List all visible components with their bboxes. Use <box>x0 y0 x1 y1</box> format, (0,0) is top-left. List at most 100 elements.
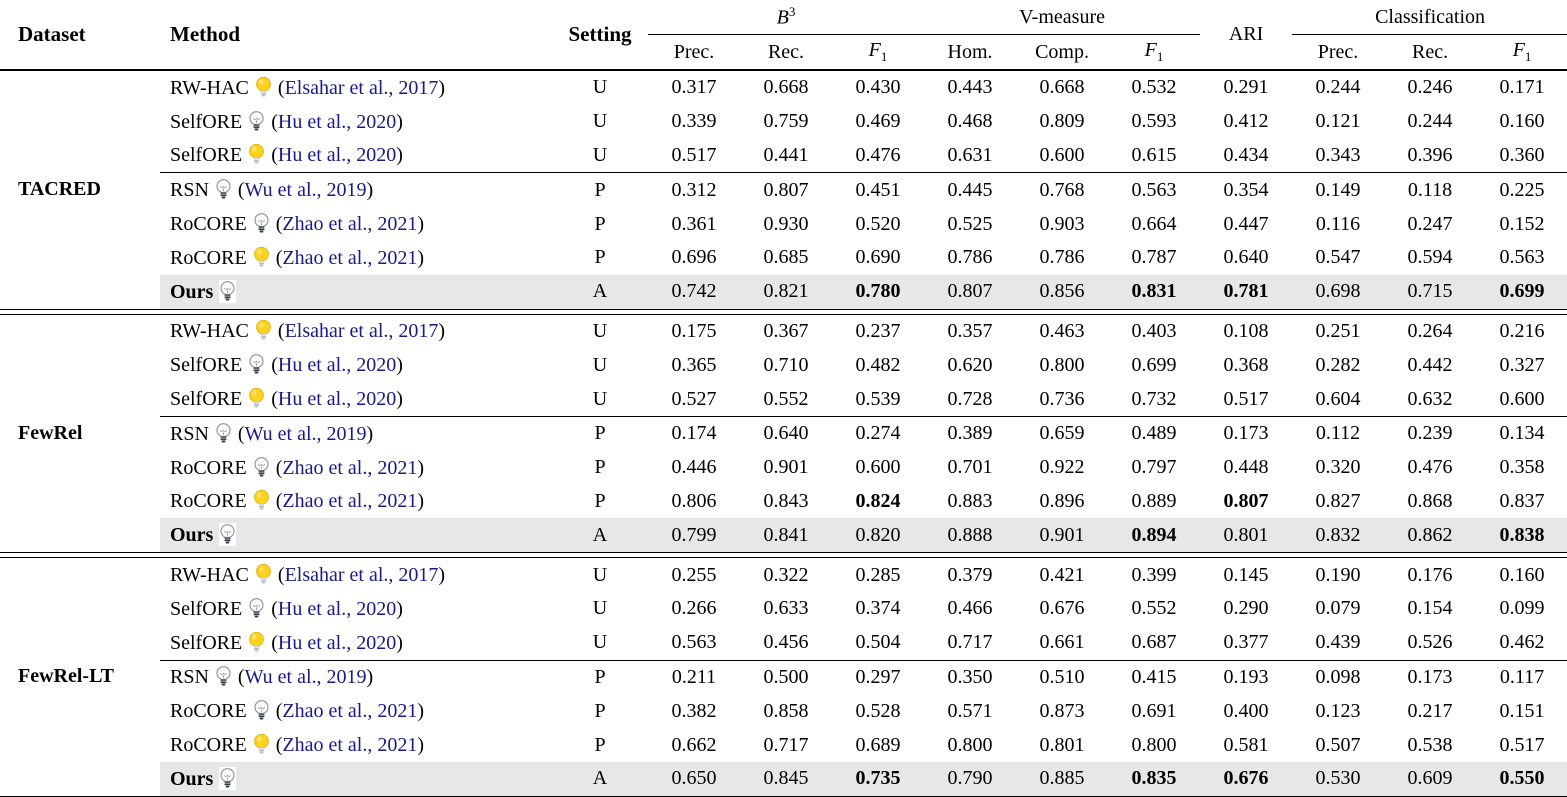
col-header-vm-f1: F1 <box>1108 35 1200 71</box>
cell-value: 0.790 <box>924 761 1017 797</box>
citation-text: Zhao et al., 2021 <box>282 734 418 757</box>
cell-value: 0.525 <box>947 212 993 235</box>
table-row: RSN (Wu et al., 2019) P 0.312 0.807 0.451 0.44… <box>0 172 1567 208</box>
cell-value: 0.838 <box>1476 518 1567 553</box>
cell-value: 0.728 <box>947 387 993 410</box>
citation-link[interactable]: (Hu et al., 2020) <box>271 632 403 654</box>
cell-value: 0.403 <box>1131 319 1177 342</box>
cell-value: 0.736 <box>1039 387 1085 410</box>
cell-value: 0.118 <box>1384 172 1477 208</box>
citation-link[interactable]: (Elsahar et al., 2017) <box>278 564 445 586</box>
table-row: RoCORE (Zhao et al., 2021) P 0.361 0.930 0.52… <box>0 207 1567 241</box>
citation-text: Zhao et al., 2021 <box>282 700 418 723</box>
citation-open-paren: ( <box>271 631 278 654</box>
citation-text: Zhao et al., 2021 <box>282 213 418 236</box>
cell-value: 0.690 <box>855 246 901 269</box>
cell-value: 0.123 <box>1315 699 1361 722</box>
citation-link[interactable]: (Elsahar et al., 2017) <box>278 320 445 342</box>
cell-value: 0.571 <box>947 699 993 722</box>
cell-value: 0.160 <box>1499 563 1545 586</box>
group-separator-line <box>0 308 1567 315</box>
bulb-off-icon <box>248 596 266 620</box>
group-separator <box>0 552 1567 559</box>
citation-open-paren: ( <box>271 110 278 133</box>
col-header-vm-comp: Comp. <box>1035 40 1089 63</box>
method-name: Ours <box>170 767 214 790</box>
cell-value: 0.379 <box>947 563 993 586</box>
citation-link[interactable]: (Hu et al., 2020) <box>271 354 403 376</box>
citation-link[interactable]: (Hu et al., 2020) <box>271 598 403 620</box>
cell-value: 0.108 <box>1223 319 1269 342</box>
method-cell: SelfORE (Hu et al., 2020) <box>160 348 552 382</box>
cell-value: 0.350 <box>924 659 1017 695</box>
cell-value: 0.361 <box>671 212 717 235</box>
citation-text: Elsahar et al., 2017 <box>284 320 439 343</box>
citation-link[interactable]: (Zhao et al., 2021) <box>276 457 424 479</box>
setting-value: P <box>552 172 648 208</box>
cell-value: 0.661 <box>1039 631 1085 654</box>
citation-open-paren: ( <box>271 388 278 411</box>
setting-value: U <box>592 387 608 410</box>
citation-close-paren: ) <box>417 213 424 236</box>
cell-value: 0.650 <box>648 761 740 797</box>
cell-value: 0.117 <box>1476 659 1567 695</box>
dataset-label: TACRED <box>18 178 101 201</box>
cell-value: 0.151 <box>1499 699 1545 722</box>
citation-link[interactable]: (Wu et al., 2019) <box>238 179 373 201</box>
setting-value: A <box>552 518 648 553</box>
cell-value: 0.809 <box>1039 110 1085 133</box>
cell-value: 0.451 <box>832 172 925 208</box>
method-name: RW-HAC <box>170 76 249 99</box>
citation-open-paren: ( <box>277 76 285 99</box>
cell-value: 0.175 <box>671 319 717 342</box>
citation-link[interactable]: (Wu et al., 2019) <box>238 666 373 688</box>
cell-value: 0.768 <box>1016 172 1109 208</box>
cell-value: 0.699 <box>1476 274 1567 310</box>
cell-value: 0.225 <box>1476 172 1567 208</box>
cell-value: 0.443 <box>947 76 993 99</box>
citation-link[interactable]: (Wu et al., 2019) <box>238 423 373 445</box>
bulb-off-icon <box>252 455 270 479</box>
citation-link[interactable]: (Zhao et al., 2021) <box>276 213 424 235</box>
method-cell: RW-HAC (Elsahar et al., 2017) <box>160 314 552 348</box>
citation-link[interactable]: (Zhao et al., 2021) <box>276 490 424 512</box>
cell-value: 0.687 <box>1131 631 1177 654</box>
citation-open-paren: ( <box>271 144 278 167</box>
setting-value: P <box>594 212 606 235</box>
cell-value: 0.174 <box>648 415 740 451</box>
citation-link[interactable]: (Hu et al., 2020) <box>271 388 403 410</box>
citation-link[interactable]: (Zhao et al., 2021) <box>276 700 424 722</box>
citation-link[interactable]: (Zhao et al., 2021) <box>276 734 424 756</box>
method-name: RoCORE <box>170 734 247 757</box>
citation-close-paren: ) <box>396 110 403 133</box>
cell-value: 0.787 <box>1131 246 1177 269</box>
setting-value: P <box>594 489 606 512</box>
cell-value: 0.843 <box>763 489 809 512</box>
cell-value: 0.685 <box>763 246 809 269</box>
cell-value: 0.821 <box>740 274 832 310</box>
cell-value: 0.439 <box>1315 631 1361 654</box>
citation-text: Hu et al., 2020 <box>277 110 397 133</box>
method-name: Ours <box>170 280 214 303</box>
cell-value: 0.357 <box>947 319 993 342</box>
citation-link[interactable]: (Hu et al., 2020) <box>271 111 403 133</box>
citation-link[interactable]: (Zhao et al., 2021) <box>276 247 424 269</box>
citation-open-paren: ( <box>275 700 283 723</box>
cell-value: 0.615 <box>1131 143 1177 166</box>
cell-value: 0.801 <box>1039 733 1085 756</box>
bulb-off-icon <box>248 109 266 133</box>
method-name: Ours <box>170 524 214 547</box>
cell-value: 0.441 <box>763 143 809 166</box>
table-row: Ours A 0.799 0.841 0.820 0.888 0.901 0.894 0.801… <box>0 518 1567 553</box>
citation-open-paren: ( <box>237 179 245 202</box>
citation-link[interactable]: (Hu et al., 2020) <box>271 144 403 166</box>
citation-link[interactable]: (Elsahar et al., 2017) <box>278 77 445 99</box>
cell-value: 0.415 <box>1108 659 1201 695</box>
cell-value: 0.367 <box>763 319 809 342</box>
bulb-off-icon <box>219 523 237 547</box>
cell-value: 0.620 <box>947 353 993 376</box>
cell-value: 0.154 <box>1407 597 1453 620</box>
cell-value: 0.368 <box>1223 353 1269 376</box>
cell-value: 0.664 <box>1131 212 1177 235</box>
cell-value: 0.339 <box>671 110 717 133</box>
